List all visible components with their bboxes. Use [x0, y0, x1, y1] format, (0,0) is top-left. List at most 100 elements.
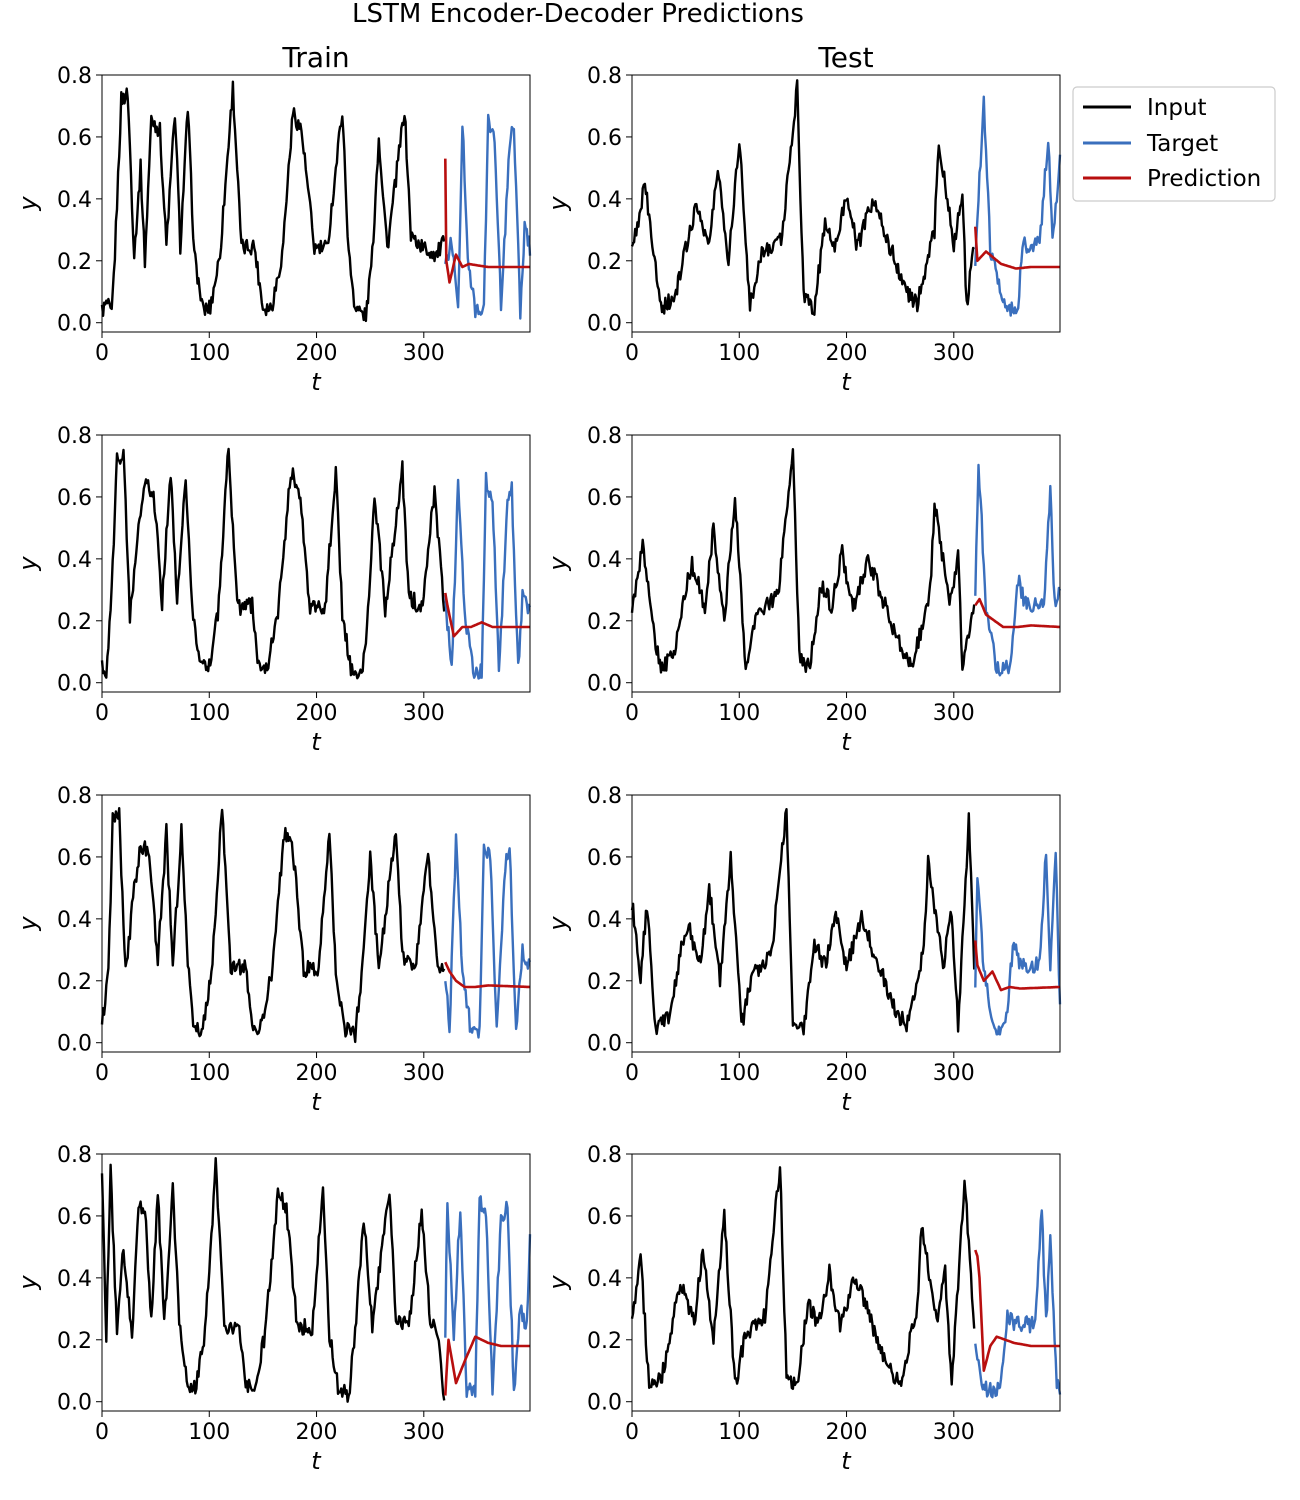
y-tick-label: 0.4 — [587, 188, 622, 213]
x-tick-label: 200 — [296, 1061, 338, 1086]
y-tick-label: 0.4 — [587, 548, 622, 573]
axes-frame — [631, 794, 1061, 1053]
x-axis-label: t — [841, 1088, 852, 1116]
series-line-target — [974, 463, 1062, 677]
y-tick-label: 0.8 — [587, 64, 622, 89]
series-line-target — [974, 95, 1062, 317]
y-tick-label: 0.0 — [57, 1391, 92, 1416]
x-tick-label: 300 — [403, 701, 445, 726]
y-tick-label: 0.6 — [587, 486, 622, 511]
subplot-row3-test: 0 100 200 300 0.0 0.2 0.4 0.6 0.8 t y — [544, 784, 1062, 1116]
x-tick-label: 300 — [403, 1420, 445, 1445]
x-tick-label: 100 — [188, 1420, 230, 1445]
y-tick-label: 0.0 — [587, 672, 622, 697]
x-axis-label: t — [841, 728, 852, 756]
y-axis-label: y — [14, 556, 42, 572]
legend-frame — [1072, 86, 1276, 202]
y-tick-label: 0.6 — [57, 486, 92, 511]
x-tick-label: 200 — [826, 1420, 868, 1445]
y-tick-label: 0.0 — [587, 1032, 622, 1057]
x-tick-label: 300 — [403, 1061, 445, 1086]
x-tick-label: 300 — [933, 1061, 975, 1086]
x-tick-label: 100 — [188, 701, 230, 726]
series-line-input — [630, 1166, 976, 1390]
x-axis-label: t — [311, 368, 322, 396]
subplot-row4-test: 0 100 200 300 0.0 0.2 0.4 0.6 0.8 t y — [544, 1143, 1062, 1475]
y-tick-label: 0.4 — [587, 1267, 622, 1292]
y-tick-label: 0.0 — [57, 312, 92, 337]
subplot-row1-train: 0 100 200 300 0.0 0.2 0.4 0.6 0.8 t y — [14, 64, 532, 396]
y-tick-label: 0.0 — [587, 312, 622, 337]
series-line-prediction — [974, 940, 1061, 992]
x-tick-label: 300 — [403, 341, 445, 366]
series-line-target — [444, 1195, 532, 1398]
y-tick-label: 0.8 — [57, 1143, 92, 1168]
y-tick-label: 0.2 — [57, 250, 92, 275]
y-tick-label: 0.8 — [587, 424, 622, 449]
x-tick-label: 200 — [296, 1420, 338, 1445]
subplot-row4-train: 0 100 200 300 0.0 0.2 0.4 0.6 0.8 t y — [14, 1143, 532, 1475]
axes-frame — [631, 434, 1061, 693]
series-line-input — [100, 447, 446, 680]
series-line-target — [444, 833, 532, 1039]
x-tick-label: 0 — [95, 1061, 109, 1086]
y-tick-label: 0.2 — [587, 250, 622, 275]
figure-title: LSTM Encoder-Decoder Predictions — [352, 0, 804, 29]
y-tick-label: 0.2 — [587, 1329, 622, 1354]
x-tick-label: 0 — [95, 341, 109, 366]
y-tick-label: 0.4 — [57, 188, 92, 213]
axes-frame — [631, 1153, 1061, 1412]
axes-frame — [101, 74, 531, 333]
series-line-prediction — [974, 1249, 1061, 1372]
column-title-train: Train — [281, 41, 349, 74]
x-axis-label: t — [311, 728, 322, 756]
series-line-target — [974, 1209, 1062, 1399]
y-tick-label: 0.6 — [57, 846, 92, 871]
axes-frame — [631, 74, 1061, 333]
x-tick-label: 200 — [296, 701, 338, 726]
x-tick-label: 0 — [625, 1061, 639, 1086]
x-tick-label: 200 — [826, 341, 868, 366]
x-axis-label: t — [311, 1447, 322, 1475]
y-tick-label: 0.2 — [587, 970, 622, 995]
legend-label-prediction: Prediction — [1147, 166, 1261, 192]
y-axis-label: y — [544, 196, 572, 212]
x-axis-label: t — [841, 1447, 852, 1475]
y-tick-label: 0.6 — [57, 126, 92, 151]
x-tick-label: 200 — [296, 341, 338, 366]
subplot-row2-test: 0 100 200 300 0.0 0.2 0.4 0.6 0.8 t y — [544, 424, 1062, 756]
y-tick-label: 0.6 — [587, 1205, 622, 1230]
y-tick-label: 0.8 — [587, 784, 622, 809]
series-line-input — [630, 448, 976, 674]
series-line-input — [100, 1157, 446, 1403]
y-axis-label: y — [544, 556, 572, 572]
x-tick-label: 100 — [718, 1420, 760, 1445]
series-line-target — [444, 471, 532, 680]
y-tick-label: 0.4 — [57, 1267, 92, 1292]
y-tick-label: 0.2 — [587, 610, 622, 635]
subplot-row1-test: 0 100 200 300 0.0 0.2 0.4 0.6 0.8 t y — [544, 64, 1062, 396]
x-tick-label: 100 — [718, 341, 760, 366]
x-tick-label: 0 — [625, 701, 639, 726]
y-axis-label: y — [14, 1275, 42, 1291]
x-tick-label: 300 — [933, 701, 975, 726]
x-axis-label: t — [841, 368, 852, 396]
x-tick-label: 0 — [625, 341, 639, 366]
y-tick-label: 0.6 — [57, 1205, 92, 1230]
y-tick-label: 0.8 — [57, 64, 92, 89]
x-tick-label: 0 — [625, 1420, 639, 1445]
column-title-test: Test — [817, 41, 873, 74]
x-tick-label: 0 — [95, 1420, 109, 1445]
subplot-row3-train: 0 100 200 300 0.0 0.2 0.4 0.6 0.8 t y — [14, 784, 532, 1116]
x-tick-label: 300 — [933, 341, 975, 366]
axes-frame — [101, 434, 531, 693]
x-tick-label: 100 — [188, 341, 230, 366]
series-line-prediction — [444, 961, 531, 989]
series-line-target — [444, 113, 532, 320]
x-tick-label: 0 — [95, 701, 109, 726]
x-tick-label: 100 — [718, 1061, 760, 1086]
y-tick-label: 0.2 — [57, 610, 92, 635]
series-line-prediction — [974, 597, 1061, 629]
y-tick-label: 0.4 — [57, 548, 92, 573]
